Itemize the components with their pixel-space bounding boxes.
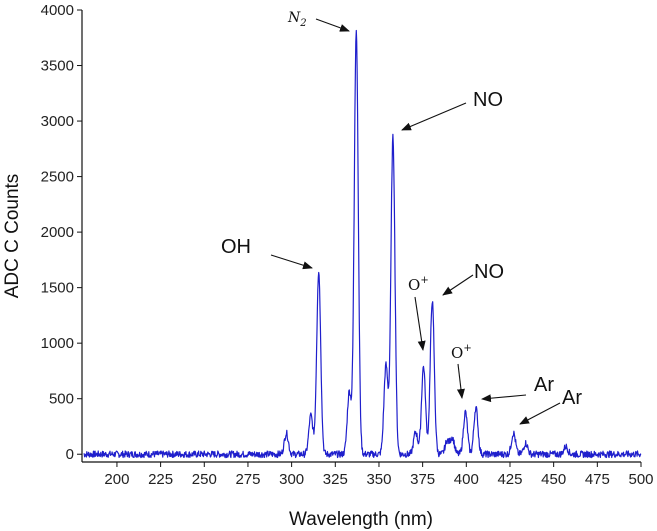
x-tick-label: 400	[454, 471, 479, 488]
annotation-n2-arrow	[315, 18, 350, 32]
annotation-ar-label-1: Ar	[534, 374, 554, 396]
annotation-oplus-arrow-1	[414, 296, 426, 351]
x-ticks: 200 225 250 275 300 325 350 375 400 425 450 475 500	[104, 462, 654, 488]
y-axis-title: ADC C Counts	[2, 174, 23, 299]
spectrum-series-line	[83, 29, 642, 459]
annotation-oplus-label-2: O+	[451, 343, 472, 362]
x-tick-label: 350	[366, 471, 391, 488]
x-tick-label: 450	[541, 471, 566, 488]
annotation-no-label-2: NO	[474, 261, 504, 283]
x-tick-label: 225	[148, 471, 173, 488]
x-tick-label: 475	[585, 471, 610, 488]
y-ticks: 0 500 1000 1500 2000 2500 3000 3500 4000	[41, 2, 82, 463]
x-axis-title: Wavelength (nm)	[289, 509, 433, 530]
y-tick-label: 2500	[41, 169, 74, 186]
x-tick-label: 250	[192, 471, 217, 488]
x-tick-label: 200	[104, 471, 129, 488]
y-tick-label: 2000	[41, 224, 74, 241]
y-tick-label: 500	[49, 391, 74, 408]
annotation-no-label-1: NO	[473, 89, 503, 111]
x-tick-label: 300	[279, 471, 304, 488]
annotation-oplus-arrow-2	[456, 363, 465, 399]
annotation-ar-arrow-1	[481, 394, 527, 403]
x-tick-label: 325	[323, 471, 348, 488]
annotation-oh-arrow	[270, 254, 313, 270]
annotation-no-arrow-1	[401, 102, 467, 131]
x-tick-label: 425	[497, 471, 522, 488]
annotation-no-arrow-2	[442, 274, 474, 296]
y-tick-label: 1000	[41, 335, 74, 352]
y-tick-label: 0	[66, 446, 74, 463]
x-tick-label: 375	[410, 471, 435, 488]
y-tick-label: 1500	[41, 280, 74, 297]
annotation-n2-label: N2	[287, 10, 307, 29]
x-tick-label: 275	[235, 471, 260, 488]
x-tick-label: 500	[628, 471, 653, 488]
y-tick-label: 4000	[41, 2, 74, 19]
annotation-oh-label: OH	[221, 236, 251, 258]
annotation-ar-arrow-2	[519, 402, 561, 425]
annotation-ar-label-2: Ar	[562, 387, 582, 409]
y-tick-label: 3500	[41, 58, 74, 75]
annotations: N2 NO OH O+ NO O+ Ar Ar	[221, 10, 582, 425]
annotation-oplus-label-1: O+	[408, 275, 429, 294]
axes: 200 225 250 275 300 325 350 375 400 425 450 475 500 …	[41, 2, 654, 488]
y-tick-label: 3000	[41, 113, 74, 130]
